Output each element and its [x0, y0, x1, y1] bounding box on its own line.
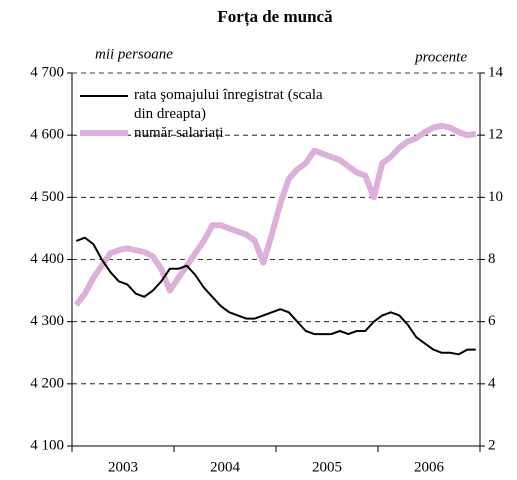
y-tick-label: 4 500 [30, 189, 64, 205]
x-tick-label: 2006 [414, 459, 445, 475]
y2-tick-label: 8 [488, 251, 496, 267]
series-line [73, 122, 477, 307]
y2-tick-label: 14 [488, 64, 504, 80]
y-axis-label: mii persoane [95, 46, 173, 62]
legend-swatch [80, 130, 128, 136]
legend-label: număr salariați [134, 125, 224, 141]
x-tick-label: 2004 [210, 459, 241, 475]
y-tick-label: 4 200 [30, 375, 64, 391]
y2-tick-label: 10 [488, 189, 503, 205]
y2-tick-label: 2 [488, 437, 496, 453]
series-line [75, 236, 476, 356]
chart-title: Forța de muncă [217, 7, 333, 27]
x-tick-label: 2005 [312, 459, 342, 475]
legend-swatch [80, 95, 128, 97]
y-tick-label: 4 300 [30, 313, 64, 329]
y2-axis-label: procente [414, 49, 467, 65]
legend-item: număr salariați [80, 124, 340, 143]
y-tick-label: 4 700 [30, 64, 64, 80]
legend-label: rata şomajului înregistrat (scala din dr… [134, 87, 323, 122]
y-tick-label: 4 600 [30, 127, 64, 143]
x-tick-label: 2003 [108, 459, 138, 475]
y2-tick-label: 12 [488, 127, 503, 143]
y2-tick-label: 6 [488, 313, 496, 329]
y-tick-label: 4 100 [30, 437, 64, 453]
legend-item: rata şomajului înregistrat (scala din dr… [80, 86, 340, 124]
y-tick-label: 4 400 [30, 251, 64, 267]
y2-tick-label: 4 [488, 375, 496, 391]
